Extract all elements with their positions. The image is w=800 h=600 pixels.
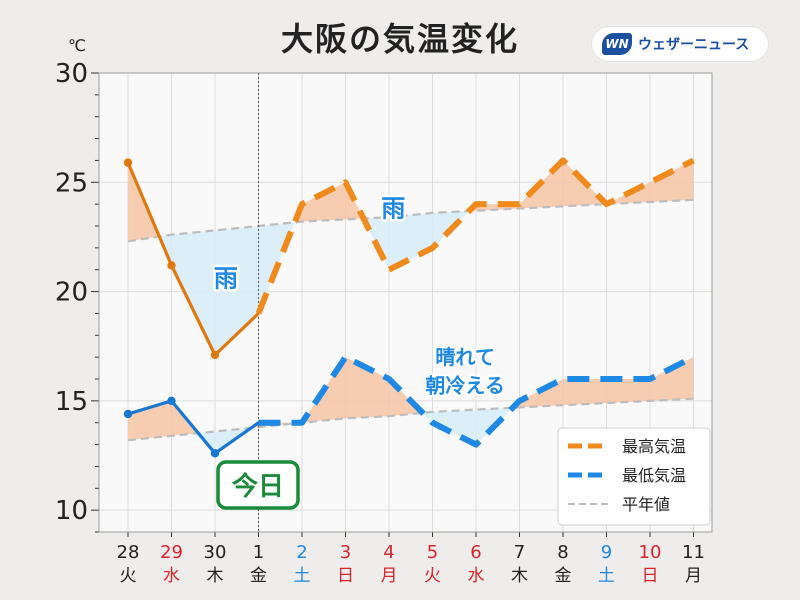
- max-temp-data-point: [123, 158, 133, 167]
- x-tick-day: 3: [340, 542, 351, 563]
- min-temp-data-point: [167, 396, 176, 406]
- legend-max-temp-label: 最高気温: [622, 437, 686, 456]
- x-tick-weekday: 日: [642, 566, 659, 586]
- x-tick-weekday: 土: [598, 566, 615, 586]
- rain-annotation: 雨: [381, 195, 405, 223]
- normal-low-line: [127, 397, 694, 442]
- x-tick-weekday: 水: [163, 566, 180, 586]
- x-tick-day: 8: [557, 542, 568, 563]
- clear-sky-annotation: 晴れて: [435, 345, 494, 369]
- today-badge-frame: [216, 460, 300, 510]
- max-temp-data-point: [210, 350, 220, 360]
- x-tick-day: 9: [601, 542, 612, 563]
- x-tick-day: 10: [639, 542, 662, 563]
- today-badge: 今日: [216, 460, 300, 510]
- chart-title: 大阪の気温変化: [280, 20, 519, 58]
- deviation-fill: [563, 379, 607, 406]
- x-tick-weekday: 月: [381, 566, 398, 586]
- y-tick-label: 30: [55, 59, 88, 89]
- today-badge-label: 今日: [232, 471, 284, 502]
- rain-annotation: 雨: [214, 264, 238, 292]
- clear-sky-annotation: 朝冷える: [425, 374, 504, 398]
- x-tick-weekday: 金: [250, 566, 267, 586]
- x-tick-weekday: 日: [337, 566, 354, 586]
- x-tick-weekday: 火: [120, 566, 137, 586]
- max-temp-observed-line: [126, 161, 260, 357]
- min-temp-data-point: [210, 449, 220, 458]
- y-tick-label: 10: [55, 496, 88, 526]
- y-tick-label: 15: [55, 387, 88, 417]
- min-temp-data-point: [123, 409, 133, 419]
- deviation-fill: [650, 160, 694, 202]
- legend-box: [557, 427, 711, 526]
- x-tick-weekday: 金: [555, 566, 572, 586]
- normal-high-line: [127, 198, 694, 243]
- legend-min-temp-label: 最低気温: [622, 466, 686, 485]
- x-tick-day: 28: [117, 542, 140, 563]
- max-temp-data-point: [167, 261, 176, 270]
- deviation-fill: [422, 411, 433, 423]
- deviation-fill: [345, 357, 389, 419]
- x-tick-weekday: 木: [207, 566, 224, 586]
- deviation-fill: [171, 230, 215, 355]
- weathernews-logo-icon: WN: [602, 33, 632, 55]
- deviation-fill: [606, 379, 650, 403]
- x-tick-day: 6: [470, 542, 481, 563]
- min-temp-series: [123, 354, 695, 458]
- x-tick-day: 29: [160, 542, 183, 563]
- deviation-fill: [476, 407, 513, 445]
- min-temp-observed-line: [127, 399, 260, 455]
- x-tick-day: 4: [383, 542, 394, 563]
- y-tick-label: 20: [55, 278, 88, 308]
- x-tick-day: 5: [427, 542, 438, 563]
- y-unit-label: ℃: [68, 36, 86, 55]
- x-tick-day: 2: [296, 542, 307, 563]
- x-tick-weekday: 水: [468, 566, 485, 586]
- y-tick-label: 25: [55, 168, 88, 198]
- x-tick-weekday: 木: [511, 566, 528, 586]
- x-tick-weekday: 火: [424, 566, 441, 586]
- x-tick-day: 11: [682, 542, 705, 563]
- brand-name: ウェザーニュース: [638, 37, 750, 53]
- plot-frame: [98, 72, 713, 533]
- min-temp-forecast-line: [258, 354, 695, 448]
- brand-badge: WN ウェザーニュース: [592, 27, 768, 61]
- max-temp-forecast-line: [255, 157, 695, 315]
- x-tick-day: 7: [514, 542, 525, 563]
- max-temp-series: [123, 157, 695, 360]
- deviation-fill: [389, 212, 433, 270]
- x-tick-day: 1: [253, 542, 264, 563]
- deviation-fill: [302, 182, 346, 222]
- x-tick-day: 30: [204, 542, 227, 563]
- x-tick-weekday: 月: [685, 566, 702, 586]
- x-tick-weekday: 土: [294, 566, 311, 586]
- deviation-fill: [650, 357, 694, 401]
- x-axis-labels: 28 火 29 水 30 木 1 金 2 土 3 日 4 月 5 火 6 水 7 木 8 金 9 土 10 日 11 月: [117, 532, 705, 586]
- legend-normal-label: 平年値: [622, 495, 670, 514]
